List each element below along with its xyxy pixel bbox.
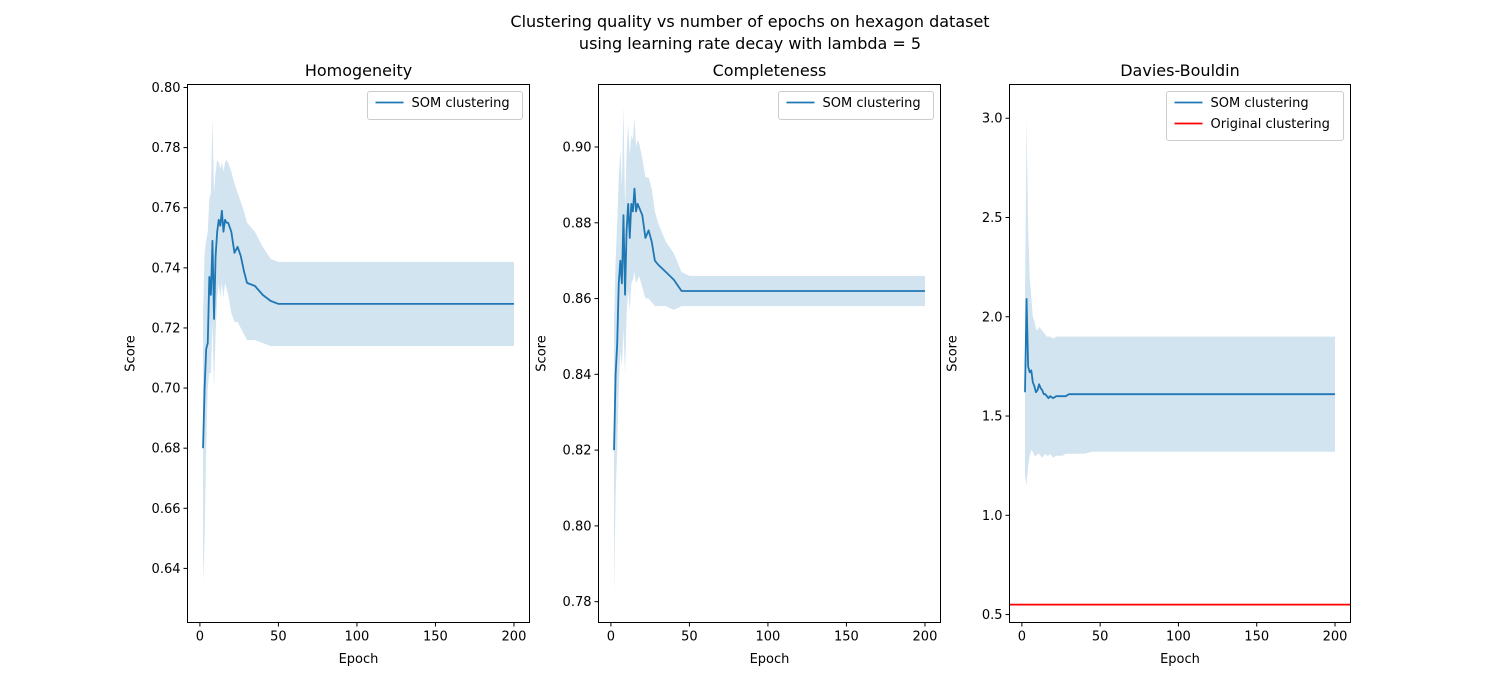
x-axis-label: Epoch — [750, 652, 790, 667]
legend: SOM clustering Original clustering — [1166, 91, 1344, 141]
x-tick-label: 0 — [196, 630, 204, 645]
y-tick-label: 0.5 — [982, 608, 1003, 623]
y-tick-label: 2.5 — [982, 211, 1003, 226]
y-tick-label: 2.0 — [982, 310, 1003, 325]
x-tick-label: 50 — [681, 630, 698, 645]
y-tick-label: 0.64 — [152, 562, 181, 577]
x-tick-label: 100 — [345, 630, 370, 645]
legend-label: SOM clustering — [412, 96, 510, 111]
subplot-davies-bouldin: 0 50 100 150 200 0.5 1.0 1.5 2.0 2.5 3.0 Davies-Bou… — [946, 61, 1351, 667]
series-line-som-clustering — [202, 209, 514, 449]
axes-frame — [598, 84, 941, 623]
subplot-title: Completeness — [713, 61, 827, 80]
x-tick-label: 150 — [423, 630, 448, 645]
y-tick-label: 0.78 — [563, 595, 592, 610]
x-tick-label: 200 — [502, 630, 527, 645]
axes-frame — [187, 84, 530, 623]
legend: SOM clustering — [367, 91, 523, 120]
x-tick-label: 50 — [1092, 630, 1109, 645]
y-tick-label: 1.0 — [982, 509, 1003, 524]
figure-suptitle-line2: using learning rate decay with lambda = … — [579, 34, 921, 53]
x-tick-label: 100 — [1166, 630, 1191, 645]
x-axis-label: Epoch — [1160, 652, 1200, 667]
legend-label: SOM clustering — [1211, 96, 1309, 111]
y-tick-label: 0.70 — [152, 382, 181, 397]
legend-box — [1166, 91, 1344, 141]
subplot-homogeneity: 0 50 100 150 200 0.64 0.66 0.68 0.70 0.72 0.74 0.76… — [124, 61, 530, 667]
x-tick-label: 50 — [270, 630, 287, 645]
legend: SOM clustering — [778, 91, 934, 120]
x-tick-label: 200 — [913, 630, 938, 645]
y-tick-label: 1.5 — [982, 410, 1003, 425]
axes-frame — [1009, 84, 1351, 623]
subplot-title: Homogeneity — [305, 61, 412, 80]
x-tick-label: 0 — [607, 630, 615, 645]
y-tick-label: 0.88 — [563, 216, 592, 231]
y-axis-label: Score — [946, 335, 961, 371]
y-tick-label: 0.78 — [152, 141, 181, 156]
y-tick-label: 0.74 — [152, 261, 181, 276]
series-line-som-clustering — [1024, 298, 1335, 400]
x-tick-label: 100 — [756, 630, 781, 645]
y-tick-label: 0.84 — [563, 368, 592, 383]
y-tick-label: 0.76 — [152, 201, 181, 216]
y-tick-label: 0.72 — [152, 321, 181, 336]
subplots-group: 0 50 100 150 200 0.64 0.66 0.68 0.70 0.72 0.74 0.76… — [124, 61, 1351, 667]
y-tick-label: 0.80 — [563, 519, 592, 534]
y-tick-label: 0.80 — [152, 81, 181, 96]
figure-suptitle-line1: Clustering quality vs number of epochs o… — [510, 12, 989, 31]
subplot-completeness: 0 50 100 150 200 0.78 0.80 0.82 0.84 0.86 0.88 0.90… — [535, 61, 941, 667]
y-axis-label: Score — [535, 335, 550, 371]
legend-label: Original clustering — [1211, 117, 1330, 132]
legend-box — [778, 91, 934, 120]
y-tick-label: 0.82 — [563, 444, 592, 459]
y-tick-label: 0.68 — [152, 442, 181, 457]
series-line-som-clustering — [613, 187, 925, 451]
legend-label: SOM clustering — [823, 96, 921, 111]
y-tick-label: 0.66 — [152, 502, 181, 517]
y-tick-label: 0.86 — [563, 292, 592, 307]
x-tick-label: 0 — [1018, 630, 1026, 645]
legend-box — [367, 91, 523, 120]
subplot-title: Davies-Bouldin — [1120, 61, 1240, 80]
x-axis-label: Epoch — [339, 652, 379, 667]
y-tick-label: 0.90 — [563, 141, 592, 156]
y-axis-label: Score — [124, 335, 139, 371]
x-tick-label: 150 — [834, 630, 859, 645]
y-tick-label: 3.0 — [982, 112, 1003, 127]
x-tick-label: 150 — [1244, 630, 1269, 645]
x-tick-label: 200 — [1323, 630, 1348, 645]
